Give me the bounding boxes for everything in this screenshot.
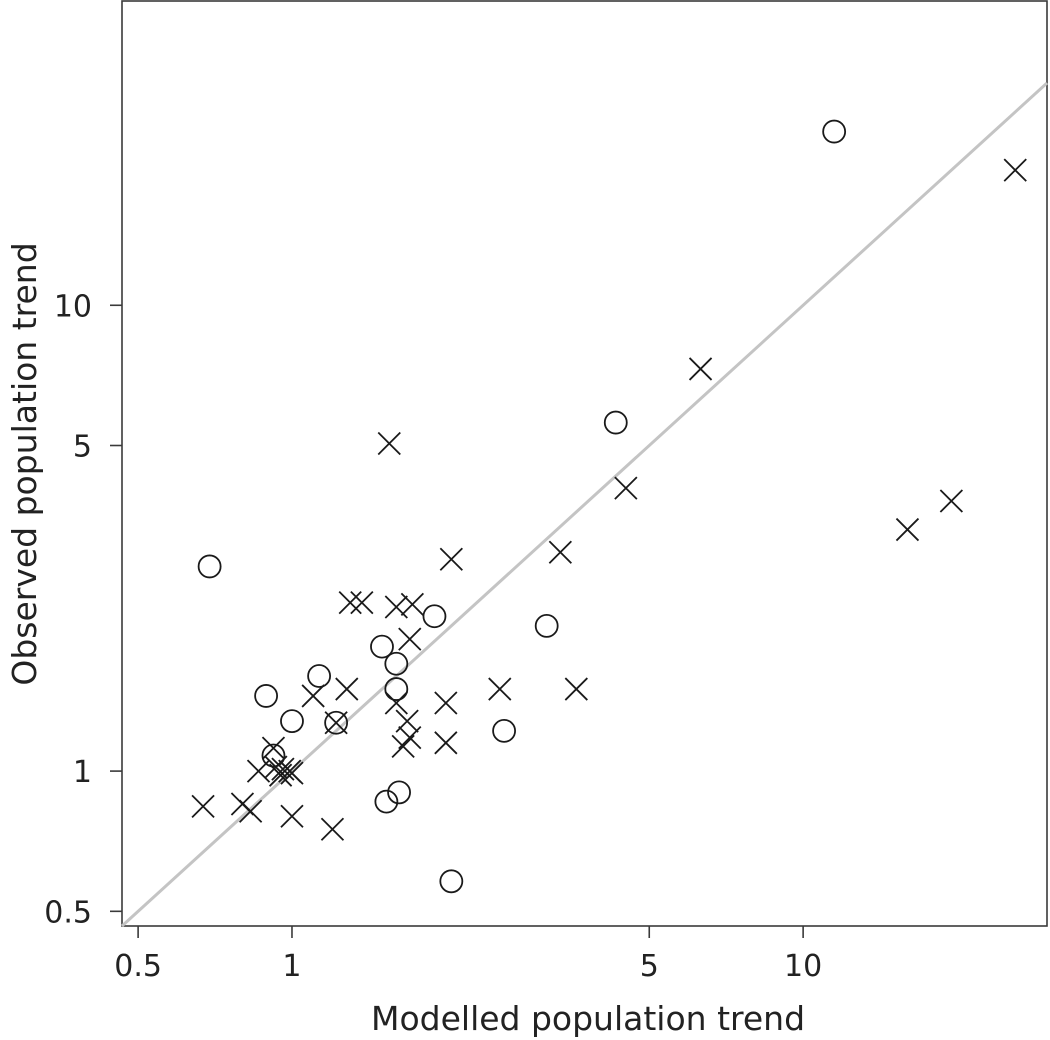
cross-data-point [391,734,415,759]
x-tick-label: 0.5 [114,949,162,984]
cross-data-point [439,547,463,571]
cross-data-point [324,711,348,735]
cross-data-point [614,476,638,500]
circle-data-point [384,677,409,701]
circle-data-point [307,664,332,688]
y-tick-label: 10 [54,289,92,324]
circle-data-point [422,604,447,629]
circle-data-point [492,718,516,743]
cross-data-point [564,677,588,701]
circle-data-point [384,651,409,676]
identity-reference-line [120,81,1049,928]
x-axis: 0.5 1 5 10 [114,926,822,984]
y-axis-title: Observed population trend [5,242,44,685]
cross-data-point [350,590,374,615]
circle-data-point [324,710,349,735]
y-tick-label: 5 [73,430,92,465]
cross-data-point [1003,158,1027,182]
cross-data-point [377,431,401,456]
cross-data-point [238,799,263,823]
cross-data-point [335,677,359,701]
cross-data-point [301,684,325,708]
cross-data-point [434,731,458,755]
plot-frame [121,0,1048,927]
cross-data-point [271,757,295,781]
cross-data-point [434,691,458,715]
x-tick-label: 1 [282,949,301,984]
x-tick-label: 5 [640,949,659,984]
circle-data-point [261,743,286,768]
circle-data-point [822,119,847,144]
circle-data-point [374,789,399,814]
x-tick-label: 10 [784,949,822,984]
cross-data-point [400,592,425,616]
x-axis-title: Modelled population trend [371,999,805,1038]
data-points [191,119,1027,894]
circle-data-point [534,613,559,638]
circle-data-point [197,554,222,579]
circle-data-point [603,410,628,435]
cross-data-point [398,627,422,651]
cross-data-point [939,489,964,513]
cross-data-point [384,691,408,715]
circle-data-point [439,869,464,894]
cross-data-point [280,804,304,828]
circle-data-point [387,780,411,805]
circle-data-point [280,709,304,734]
cross-data-point [246,759,271,783]
cross-data-point [261,736,286,760]
circle-data-point [370,634,394,659]
cross-data-point [320,817,345,841]
cross-data-point [264,755,288,779]
cross-data-point [548,540,572,564]
cross-data-point [338,590,362,615]
y-axis: 0.5 1 5 10 [44,289,122,930]
y-tick-label: 0.5 [44,895,92,930]
cross-data-point [280,761,304,785]
cross-data-point [688,357,713,381]
cross-data-point [384,595,408,619]
cross-data-point [488,677,512,701]
cross-data-point [191,794,215,819]
y-tick-label: 1 [73,755,92,790]
cross-data-point [895,517,920,542]
circle-data-point [254,684,279,708]
